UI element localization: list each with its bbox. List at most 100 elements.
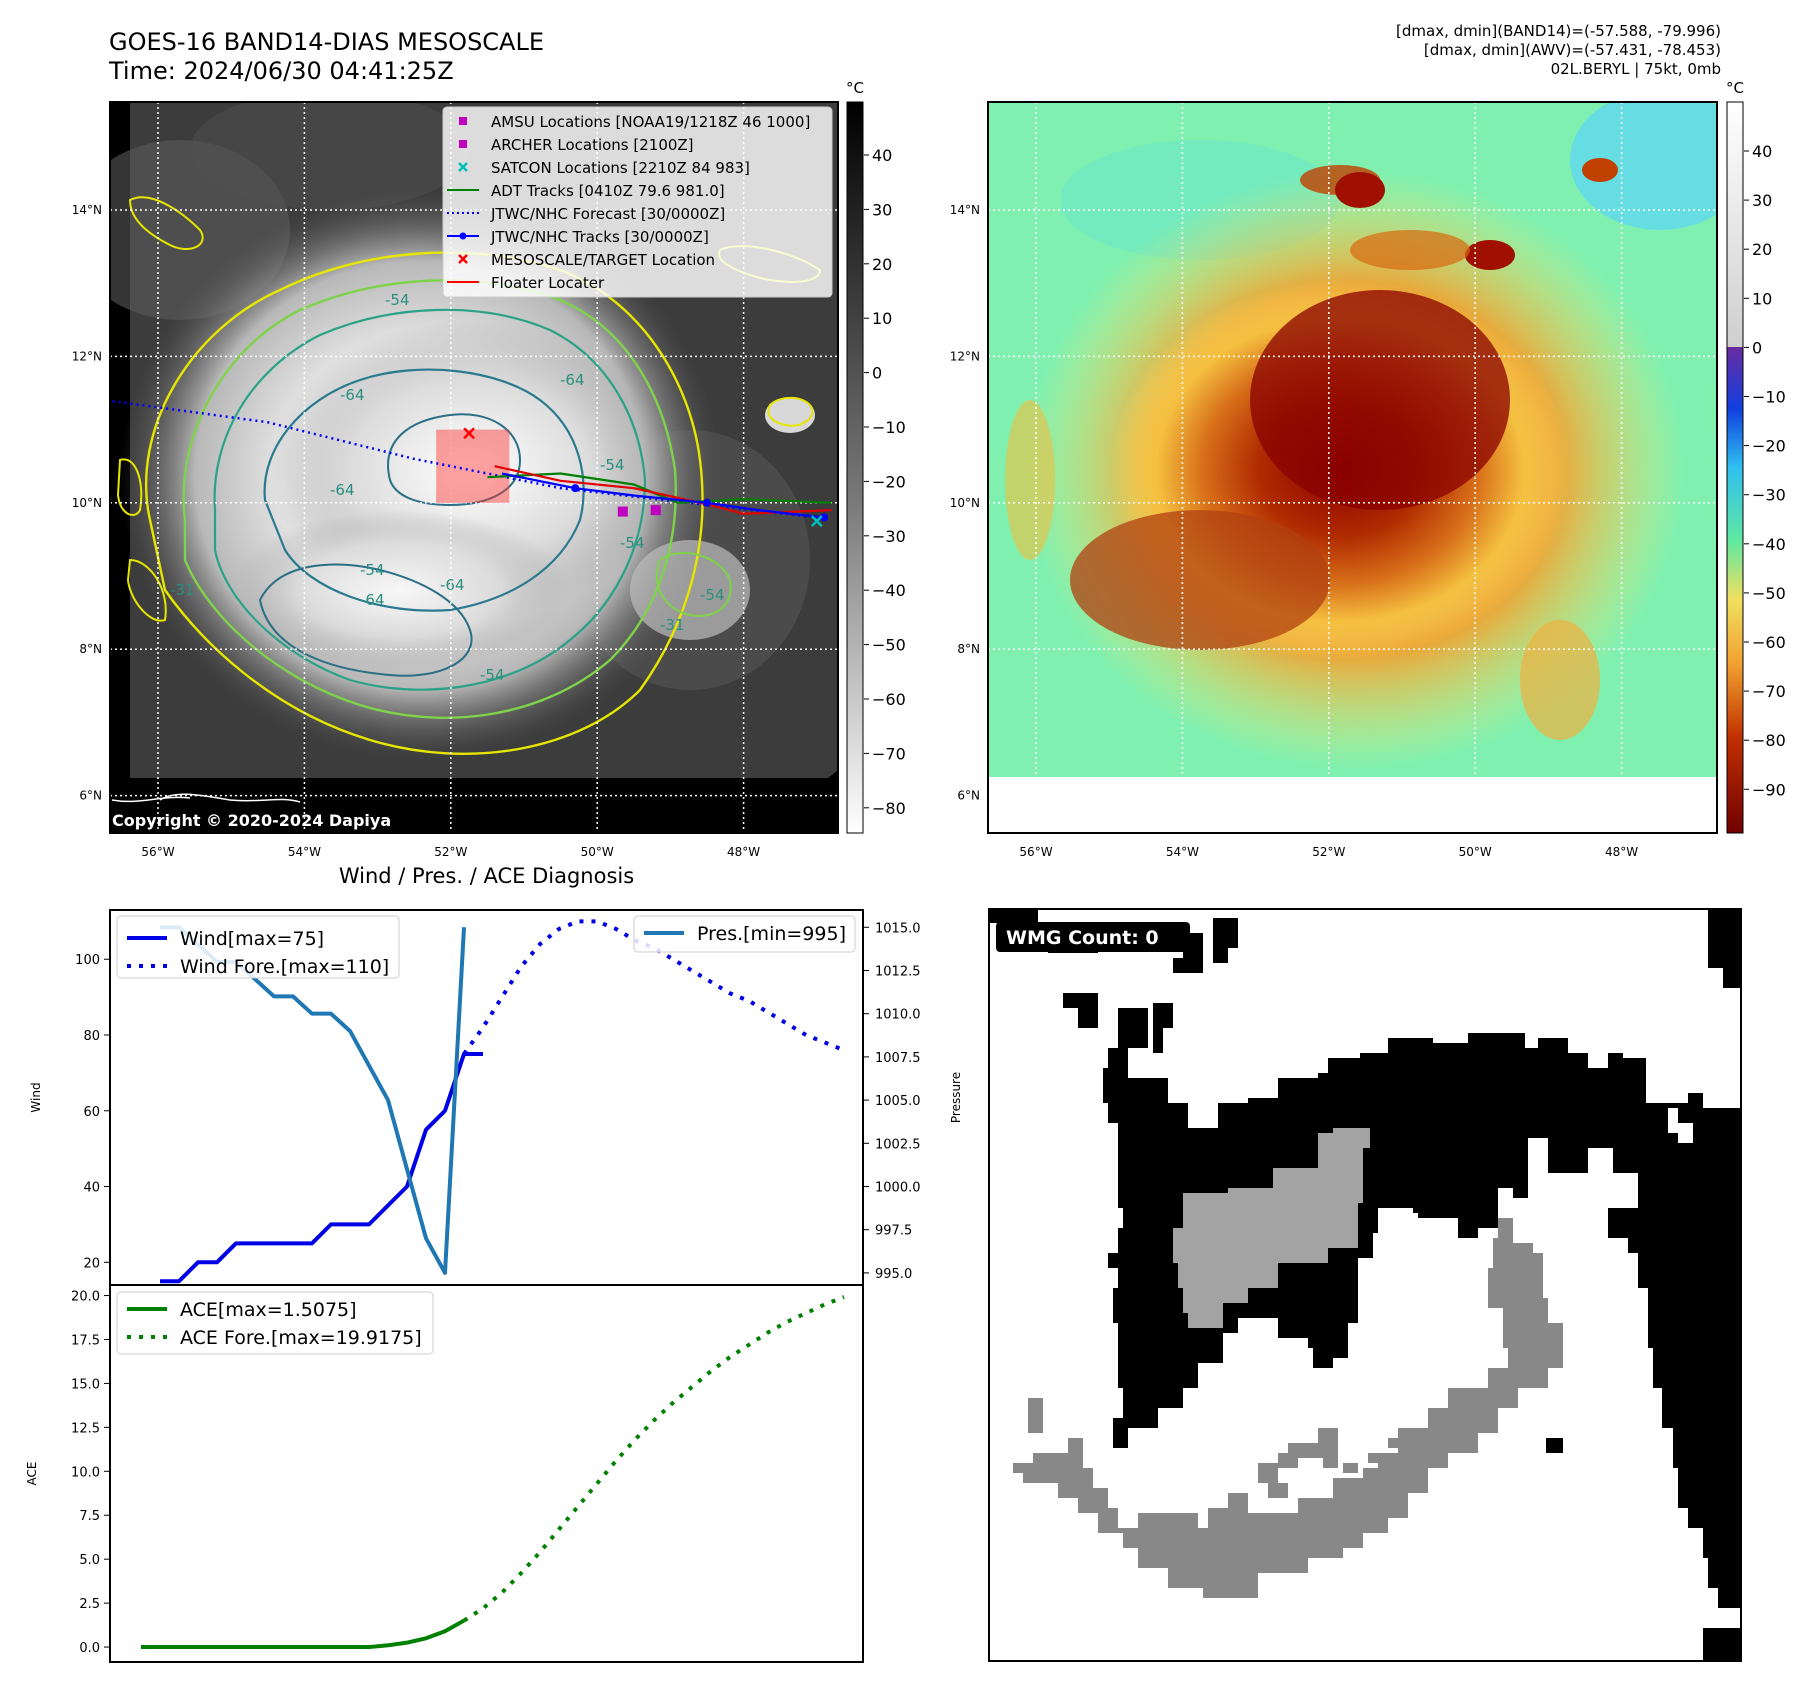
colorbar-tick-label: −40 bbox=[872, 581, 906, 600]
colorbar-tick-label: −80 bbox=[1752, 731, 1786, 750]
pressure-ytick-label: 995.0 bbox=[875, 1267, 912, 1282]
contour-label: -54 bbox=[600, 456, 625, 474]
diagnosis-title: Wind / Pres. / ACE Diagnosis bbox=[338, 864, 635, 888]
lat-label: 12°N bbox=[72, 349, 102, 363]
wind-ytick-label: 60 bbox=[83, 1105, 100, 1120]
jtwc-track bbox=[501, 472, 825, 519]
ace-ytick-label: 10.0 bbox=[71, 1465, 100, 1480]
ace-ytick-label: 17.5 bbox=[71, 1333, 100, 1348]
copyright-text: Copyright © 2020-2024 Dapiya bbox=[112, 811, 391, 830]
lon-label: 48°W bbox=[1605, 845, 1638, 859]
lon-label: 56°W bbox=[1019, 845, 1052, 859]
colorbar-tick-label: −50 bbox=[1752, 584, 1786, 603]
lat-label: 14°N bbox=[72, 203, 102, 217]
legend-label: ARCHER Locations [2100Z] bbox=[491, 136, 694, 154]
pressure-ytick-label: 997.5 bbox=[875, 1224, 912, 1239]
wind-pressure-panel: 20 40 60 80 100 995.0 997.5 1000.0 1002.5 1005.0 1… bbox=[29, 909, 963, 1286]
awv-colorbar bbox=[1726, 101, 1744, 834]
diagnosis-chart: 20 40 60 80 100 995.0 997.5 1000.0 1002.5 1005.0 1… bbox=[25, 909, 963, 1663]
lon-label: 48°W bbox=[727, 845, 760, 859]
ace-legend-label: ACE Fore.[max=19.9175] bbox=[180, 1327, 422, 1349]
awv-map-panel: 14°N 12°N 10°N 8°N 6°N 56°W 54°W 52°W 50°W 48°W °… bbox=[950, 79, 1786, 859]
ace-series-line-1 bbox=[462, 1295, 845, 1623]
lon-label: 54°W bbox=[1166, 845, 1199, 859]
legend-square-icon bbox=[459, 140, 467, 148]
colorbar-tick-label: −30 bbox=[872, 527, 906, 546]
contour-label: -64 bbox=[360, 591, 385, 609]
colorbar-tick-label: 20 bbox=[872, 255, 892, 274]
title-line-1: GOES-16 BAND14-DIAS MESOSCALE bbox=[109, 28, 545, 56]
colorbar-tick-label: −90 bbox=[1752, 780, 1786, 799]
legend-label: AMSU Locations [NOAA19/1218Z 46 1000] bbox=[491, 113, 810, 131]
pressure-axis-label: Pressure bbox=[949, 1072, 963, 1123]
contour-label: -64 bbox=[330, 481, 355, 499]
legend-label: MESOSCALE/TARGET Location bbox=[491, 251, 715, 269]
contour-label: -54 bbox=[360, 561, 385, 579]
legend-x-icon bbox=[458, 254, 468, 264]
wmg-panel: WMG Count: 0 bbox=[988, 908, 1742, 1662]
lon-label: 50°W bbox=[581, 845, 614, 859]
ir-map-frame bbox=[109, 101, 839, 834]
pressure-ytick-label: 1007.5 bbox=[875, 1051, 921, 1066]
wmg-badge bbox=[996, 922, 1190, 952]
forecast-track bbox=[110, 399, 817, 519]
series-line-0 bbox=[160, 1051, 483, 1284]
contour-label: -54 bbox=[700, 586, 725, 604]
archer-marker bbox=[650, 505, 661, 516]
contour-label: -64 bbox=[340, 386, 365, 404]
ir-colorbar bbox=[846, 101, 864, 834]
lat-label: 8°N bbox=[79, 642, 102, 656]
colorbar-tick-label: −50 bbox=[872, 636, 906, 655]
contour-label: -54 bbox=[385, 291, 410, 309]
jtwc-point bbox=[703, 498, 711, 507]
wmg-frame bbox=[988, 908, 1742, 1662]
legend-x-icon bbox=[458, 162, 468, 172]
map-legend: AMSU Locations [NOAA19/1218Z 46 1000] ARC… bbox=[442, 106, 833, 298]
ace-series-line-0 bbox=[141, 1618, 465, 1650]
ace-ytick-label: 0.0 bbox=[79, 1641, 100, 1656]
pressure-ytick-label: 1002.5 bbox=[875, 1137, 921, 1152]
dmax-info: [dmax, dmin](BAND14)=(-57.588, -79.996) … bbox=[1396, 22, 1721, 79]
wind-legend-label: Wind[max=75] bbox=[180, 928, 324, 950]
ace-ytick-label: 2.5 bbox=[79, 1597, 100, 1612]
lat-label: 12°N bbox=[950, 349, 980, 363]
lon-label: 56°W bbox=[141, 845, 174, 859]
colorbar-tick-label: −60 bbox=[1752, 633, 1786, 652]
pressure-ytick-label: 1015.0 bbox=[875, 921, 921, 936]
target-marker bbox=[463, 427, 475, 440]
lat-label: 10°N bbox=[950, 496, 980, 510]
amsu-marker bbox=[617, 506, 628, 517]
dmax-awv: [dmax, dmin](AWV)=(-57.431, -78.453) bbox=[1423, 41, 1721, 59]
contours bbox=[116, 196, 822, 755]
awv-colorbar-unit: °C bbox=[1726, 79, 1744, 97]
colorbar-tick-label: −30 bbox=[1752, 486, 1786, 505]
coastline bbox=[111, 793, 301, 803]
ir-colorbar-unit: °C bbox=[846, 79, 864, 97]
colorbar-tick-label: 20 bbox=[1752, 240, 1772, 259]
wmg-count: WMG Count: 0 bbox=[1006, 927, 1159, 949]
wind-axis-label: Wind bbox=[29, 1082, 43, 1112]
dmax-band14: [dmax, dmin](BAND14)=(-57.588, -79.996) bbox=[1396, 22, 1721, 40]
ace-panel: 0.0 2.5 5.0 7.5 10.0 12.5 15.0 17.5 20.0 ACE ACE[m… bbox=[25, 1284, 864, 1663]
colorbar-tick-label: 30 bbox=[1752, 191, 1772, 210]
ir-map-panel: -54 -64 -64 -64 -54 -64 -54 -54 -54 -31 … bbox=[72, 79, 906, 859]
colorbar-tick-label: 40 bbox=[1752, 142, 1772, 161]
ace-ytick-label: 12.5 bbox=[71, 1421, 100, 1436]
legend-label: SATCON Locations [2210Z 84 983] bbox=[491, 159, 750, 177]
legend-label: ADT Tracks [0410Z 79.6 981.0] bbox=[491, 182, 725, 200]
track-overlay bbox=[110, 399, 832, 527]
wind-ytick-label: 80 bbox=[83, 1029, 100, 1044]
awv-imagery bbox=[988, 102, 1717, 833]
legend-square-icon bbox=[459, 117, 467, 125]
legend-label: JTWC/NHC Tracks [30/0000Z] bbox=[490, 228, 709, 246]
colorbar-tick-label: −70 bbox=[1752, 682, 1786, 701]
wind-legend-label: Wind Fore.[max=110] bbox=[180, 956, 389, 978]
floater-track bbox=[494, 465, 832, 515]
pressure-ytick-label: 1010.0 bbox=[875, 1008, 921, 1023]
lon-label: 50°W bbox=[1459, 845, 1492, 859]
pressure-ytick-label: 1000.0 bbox=[875, 1180, 921, 1195]
storm-info: 02L.BERYL | 75kt, 0mb bbox=[1550, 60, 1721, 78]
wmg-mask bbox=[988, 908, 1742, 1662]
colorbar-tick-label: 10 bbox=[872, 309, 892, 328]
colorbar-tick-label: 0 bbox=[1752, 338, 1762, 357]
